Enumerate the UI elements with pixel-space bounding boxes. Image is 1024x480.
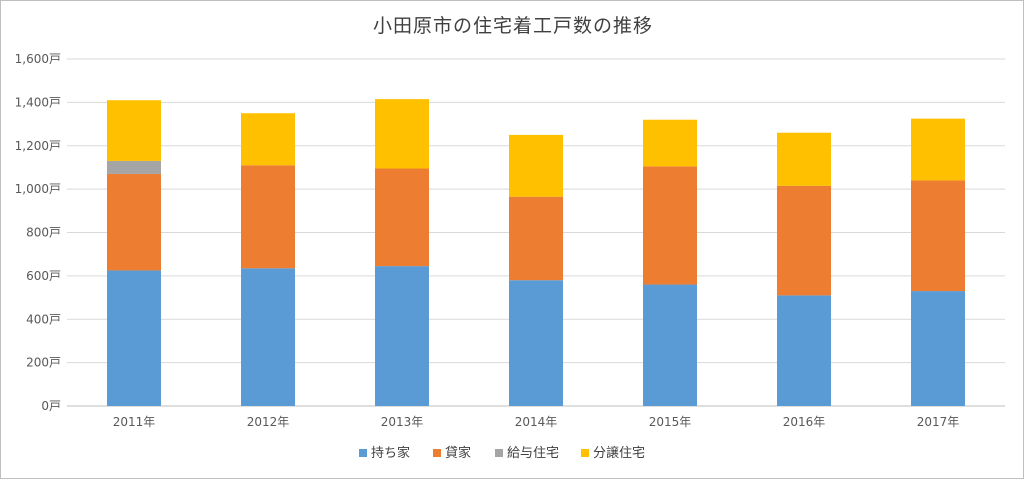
legend-label: 持ち家 bbox=[371, 445, 410, 461]
y-tick-label: 1,000戸 bbox=[15, 182, 61, 196]
bar-segment bbox=[643, 166, 697, 285]
bar-segment bbox=[241, 268, 295, 406]
bar-segment bbox=[911, 291, 965, 406]
bar-segment bbox=[375, 266, 429, 406]
x-tick-label: 2015年 bbox=[649, 415, 692, 429]
chart-title: 小田原市の住宅着工戸数の推移 bbox=[372, 15, 653, 37]
y-tick-label: 0戸 bbox=[41, 399, 61, 413]
bar-segment bbox=[643, 119, 697, 167]
y-tick-label: 1,600戸 bbox=[15, 52, 61, 66]
bar-segment bbox=[509, 196, 563, 281]
bar-segment bbox=[509, 280, 563, 406]
bar-segment bbox=[107, 160, 161, 174]
bar-segment bbox=[241, 113, 295, 166]
y-tick-label: 600戸 bbox=[26, 269, 61, 283]
bar-segment bbox=[911, 180, 965, 292]
legend-swatch bbox=[581, 449, 589, 457]
x-tick-label: 2014年 bbox=[515, 415, 558, 429]
bar-segment bbox=[643, 284, 697, 406]
legend-label: 貸家 bbox=[445, 445, 471, 461]
bar-segment bbox=[777, 132, 831, 186]
legend-label: 給与住宅 bbox=[507, 446, 559, 461]
bar-segment bbox=[107, 270, 161, 406]
bar-segment bbox=[107, 100, 161, 161]
x-tick-label: 2016年 bbox=[783, 415, 826, 429]
bar-segment bbox=[107, 173, 161, 271]
bar-segment bbox=[777, 295, 831, 406]
y-tick-label: 200戸 bbox=[26, 356, 61, 370]
legend-label: 分譲住宅 bbox=[593, 445, 645, 461]
legend-swatch bbox=[495, 449, 503, 457]
bar-segment bbox=[509, 134, 563, 197]
x-tick-label: 2013年 bbox=[381, 415, 424, 429]
y-tick-label: 1,400戸 bbox=[15, 95, 61, 109]
bar-segment bbox=[241, 165, 295, 269]
bar-segment bbox=[777, 185, 831, 296]
y-tick-label: 800戸 bbox=[26, 226, 61, 240]
legend-swatch bbox=[359, 449, 367, 457]
bar-segment bbox=[911, 118, 965, 181]
bar-segment bbox=[375, 168, 429, 267]
x-tick-label: 2017年 bbox=[917, 415, 960, 429]
y-tick-label: 400戸 bbox=[26, 312, 61, 326]
x-tick-label: 2011年 bbox=[113, 415, 156, 429]
y-tick-label: 1,200戸 bbox=[15, 139, 61, 153]
bar-segment bbox=[375, 99, 429, 169]
legend-swatch bbox=[433, 449, 441, 457]
x-tick-label: 2012年 bbox=[247, 415, 290, 429]
